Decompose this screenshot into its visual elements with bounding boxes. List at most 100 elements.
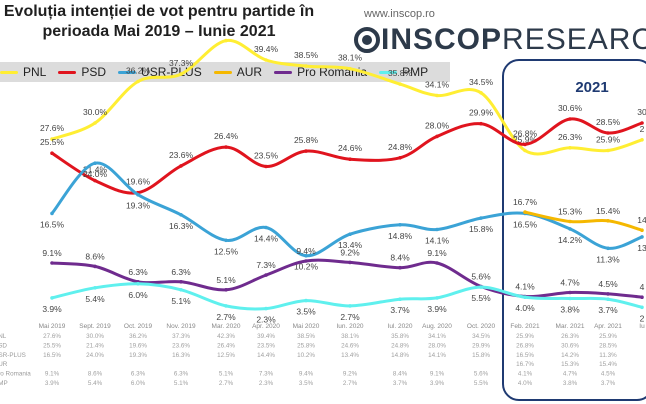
data-point-pro-romania [640,295,644,300]
data-label-pnl: 34.1% [425,80,450,90]
data-label-usr-plus: 16.5% [40,219,65,229]
data-point-pmp [523,295,527,300]
data-point-pnl [398,82,402,86]
data-point-pmp [479,285,483,289]
x-tick-label: Nov. 2019 [166,323,196,330]
data-label-pnl: 37.3% [169,58,194,68]
table-cell: 5.1% [219,371,234,378]
data-point-psd [179,164,183,168]
data-point-psd [398,156,402,160]
data-label-aur: 16.7% [513,197,538,207]
data-point-psd [348,157,352,161]
table-cell: 23.6% [172,342,190,349]
data-point-psd [568,117,572,121]
data-label-pro-romania: 5.6% [471,272,491,282]
data-label-aur: 14 [637,215,646,225]
data-label-pnl: 38.5% [294,50,319,60]
data-label-pro-romania: 8.6% [85,251,105,261]
data-label-psd: 28.5% [596,117,621,127]
legend-label: USR-PLUS [141,65,202,79]
data-label-psd: 26.8% [513,128,538,138]
data-label-pmp: 3.5% [296,307,316,317]
table-cell: 34.1% [428,333,446,340]
data-label-pro-romania: 4.1% [515,282,535,292]
table-cell: 25.9% [599,333,617,340]
table-cell: 24.0% [86,352,104,359]
table-cell: 16.5% [43,352,61,359]
table-cell: 4.0% [518,380,533,387]
data-point-pnl [179,72,183,76]
table-cell: 5.4% [88,380,103,387]
legend-item-psd: PSD [58,65,106,79]
table-cell: 4.1% [518,371,533,378]
data-point-pnl [568,146,572,150]
data-label-usr-plus: 19.3% [126,201,151,211]
table-cell: 12.5% [217,352,235,359]
data-label-pnl: 27.6% [40,123,65,133]
data-label-usr-plus: 12.5% [214,246,239,256]
data-label-usr-plus: 14.2% [558,235,583,245]
table-row-name: PMP [0,380,8,387]
table-cell: 2.7% [219,380,234,387]
data-point-usr-plus [224,238,228,243]
data-point-usr-plus [264,225,268,230]
legend-label: PMP [402,65,429,79]
data-point-pro-romania [606,292,610,296]
table-cell: 5.6% [474,371,489,378]
table-cell: 8.6% [88,371,103,378]
table-cell: 4.5% [601,371,616,378]
table-cell: 30.6% [561,342,579,349]
table-cell: 15.8% [472,352,490,359]
data-point-usr-plus [304,253,308,258]
table-cell: 38.5% [297,333,315,340]
data-label-psd: 21.4% [83,165,108,175]
data-point-pro-romania [224,288,228,292]
data-label-pmp: 5.5% [471,293,491,303]
data-label-psd: 29.9% [469,108,494,118]
data-label-psd: 28.0% [425,120,450,130]
data-point-usr-plus [568,227,572,231]
data-label-pro-romania: 5.1% [216,275,236,285]
data-label-pro-romania: 9.1% [427,248,447,258]
x-tick-label: Oct. 2020 [467,323,496,330]
data-point-pmp [348,304,352,308]
data-label-pmp: 3.7% [390,305,410,315]
table-cell: 3.9% [430,380,445,387]
table-cell: 19.6% [129,342,147,349]
highlight-box-2021 [502,59,646,401]
table-cell: 3.8% [563,380,578,387]
data-label-pro-romania: 6.3% [171,267,191,277]
data-label-pmp: 2.3% [256,315,276,325]
data-point-usr-plus [50,211,54,216]
legend-label: PSD [81,65,107,79]
data-label-usr-plus: 16.5% [513,219,538,229]
table-cell: 2.3% [259,380,274,387]
table-cell: 15.3% [561,361,579,368]
x-tick-label: Iun. 2020 [336,323,363,330]
data-label-usr-plus: 14.1% [425,236,450,246]
table-cell: 26.4% [217,342,235,349]
x-tick-label: Iu [639,323,645,330]
data-label-usr-plus: 24.0% [83,169,108,179]
data-point-psd [523,142,527,147]
table-cell: 23.5% [257,342,275,349]
data-label-psd: 30 [637,107,646,117]
x-tick-label: Mai 2019 [39,323,66,330]
table-cell: 28.0% [428,342,446,349]
data-label-usr-plus: 15.8% [469,224,494,234]
data-label-pnl: 25.9% [513,135,538,145]
data-label-pmp: 5.1% [171,296,191,306]
table-cell: 2.7% [343,380,358,387]
table-cell: 39.4% [257,333,275,340]
table-cell: 14.8% [391,352,409,359]
table-cell: 30.0% [86,333,104,340]
legend-item-pmp: PMP [379,65,428,79]
data-point-psd [264,164,268,169]
table-row-name: USR-PLUS [0,352,26,359]
legend-item-pnl: PNL [0,65,46,79]
data-point-usr-plus [136,192,140,197]
data-point-pro-romania [398,265,402,270]
data-label-pro-romania: 9.2% [340,247,360,257]
data-point-usr-plus [348,232,352,236]
